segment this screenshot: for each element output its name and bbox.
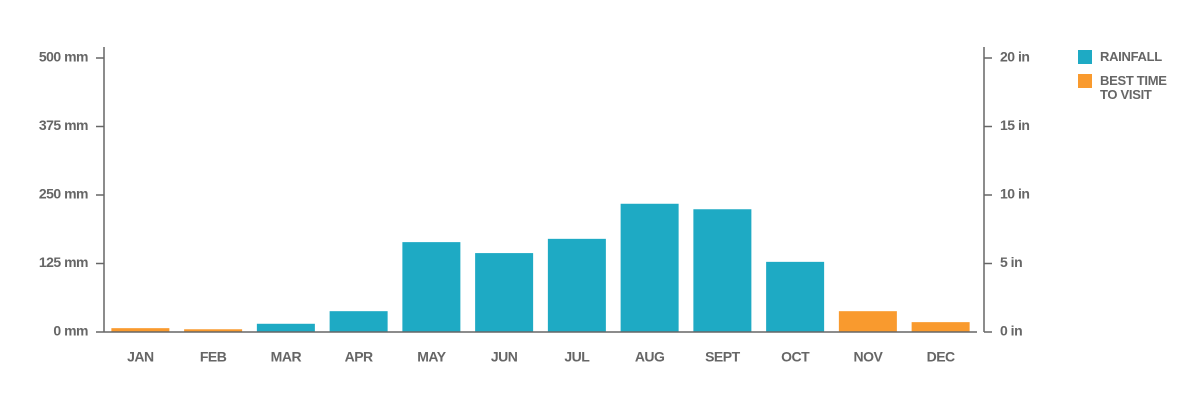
bar — [693, 209, 752, 332]
legend-item: RAINFALL — [1078, 50, 1188, 64]
y2-tick-label: 20 in — [1000, 49, 1029, 65]
y-tick-label: 125 mm — [39, 254, 88, 270]
bar — [838, 311, 897, 332]
legend-swatch — [1078, 50, 1092, 64]
legend-label: BEST TIME TO VISIT — [1100, 73, 1167, 102]
x-tick-label: DEC — [927, 349, 955, 365]
bar — [256, 323, 315, 332]
x-tick-label: JUN — [491, 349, 518, 365]
y-tick-label: 500 mm — [39, 49, 88, 65]
y2-tick-label: 15 in — [1000, 117, 1029, 133]
legend: RAINFALL BEST TIME TO VISIT — [1078, 50, 1188, 112]
bar — [475, 253, 534, 332]
bar — [911, 322, 970, 332]
x-tick-label: AUG — [635, 349, 665, 365]
bar — [620, 203, 679, 332]
legend-swatch — [1078, 74, 1092, 88]
bar — [184, 329, 243, 332]
y2-tick-label: 10 in — [1000, 186, 1029, 202]
bar — [547, 238, 606, 332]
x-tick-label: SEPT — [705, 349, 741, 365]
y2-tick-label: 5 in — [1000, 254, 1022, 270]
x-tick-label: MAR — [271, 349, 302, 365]
x-tick-label: JUL — [564, 349, 590, 365]
bar — [329, 311, 388, 332]
y2-tick-label: 0 in — [1000, 323, 1022, 339]
legend-item: BEST TIME TO VISIT — [1078, 74, 1188, 102]
legend-label: RAINFALL — [1100, 49, 1162, 64]
x-tick-label: JAN — [127, 349, 154, 365]
x-tick-label: OCT — [781, 349, 810, 365]
x-tick-label: APR — [345, 349, 373, 365]
bar — [111, 328, 170, 332]
bar — [766, 261, 825, 332]
x-tick-label: NOV — [853, 349, 883, 365]
y-tick-label: 250 mm — [39, 186, 88, 202]
y-tick-label: 0 mm — [53, 323, 88, 339]
y-tick-label: 375 mm — [39, 117, 88, 133]
bar — [402, 242, 461, 332]
chart: 0 mm 125 mm 250 mm 375 mm 500 mm 0 in 5 in 10 i… — [39, 47, 1030, 365]
x-tick-label: MAY — [417, 349, 446, 365]
x-tick-label: FEB — [200, 349, 227, 365]
